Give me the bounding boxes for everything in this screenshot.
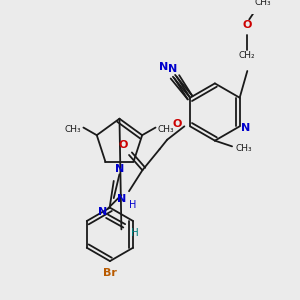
Text: CH₃: CH₃ bbox=[235, 144, 252, 153]
Text: N: N bbox=[115, 164, 124, 175]
Text: N: N bbox=[98, 207, 107, 217]
Text: CH₂: CH₂ bbox=[239, 51, 256, 60]
Text: H: H bbox=[131, 228, 139, 238]
Text: Br: Br bbox=[103, 268, 117, 278]
Text: N: N bbox=[241, 123, 250, 133]
Text: N: N bbox=[117, 194, 126, 204]
Text: CH₃: CH₃ bbox=[254, 0, 271, 7]
Text: N: N bbox=[159, 62, 168, 72]
Text: CH₃: CH₃ bbox=[158, 125, 174, 134]
Text: O: O bbox=[118, 140, 128, 150]
Text: H: H bbox=[129, 200, 137, 210]
Text: O: O bbox=[243, 20, 252, 30]
Text: O: O bbox=[172, 119, 182, 129]
Text: N: N bbox=[168, 64, 178, 74]
Text: CH₃: CH₃ bbox=[65, 125, 82, 134]
